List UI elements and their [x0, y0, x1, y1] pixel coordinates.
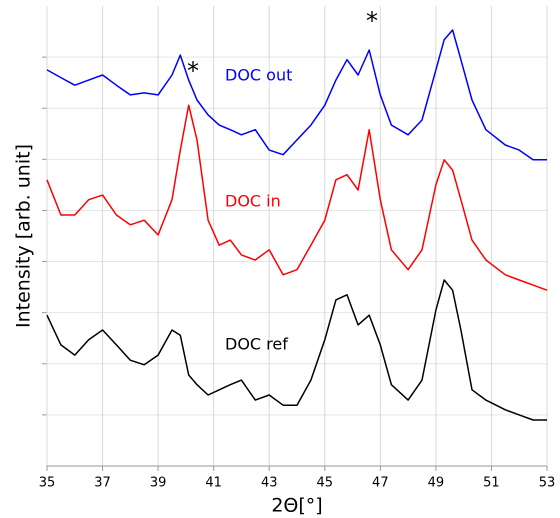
x-tick-label: 41 — [205, 476, 222, 491]
x-tick-label: 53 — [539, 476, 556, 491]
x-tick-label: 39 — [150, 476, 167, 491]
series-label: DOC in — [225, 192, 281, 211]
series-line — [46, 104, 548, 291]
annotation: * — [187, 57, 199, 85]
series-line — [46, 29, 547, 161]
x-tick-label: 47 — [372, 476, 389, 491]
series-label: DOC ref — [225, 335, 288, 354]
x-tick-label: 35 — [39, 476, 56, 491]
x-tick-label: 37 — [94, 476, 111, 491]
x-tick-label: 49 — [428, 476, 445, 491]
x-axis-label: 2Θ[°] — [271, 495, 322, 517]
x-tick-label: 45 — [317, 476, 334, 491]
x-tick-label: 43 — [261, 476, 278, 491]
x-tick-label: 51 — [483, 476, 500, 491]
series-line — [46, 279, 547, 421]
series-label: DOC out — [225, 66, 292, 85]
annotation: * — [366, 7, 378, 35]
y-axis-label: Intensity [arb. unit] — [13, 144, 35, 328]
